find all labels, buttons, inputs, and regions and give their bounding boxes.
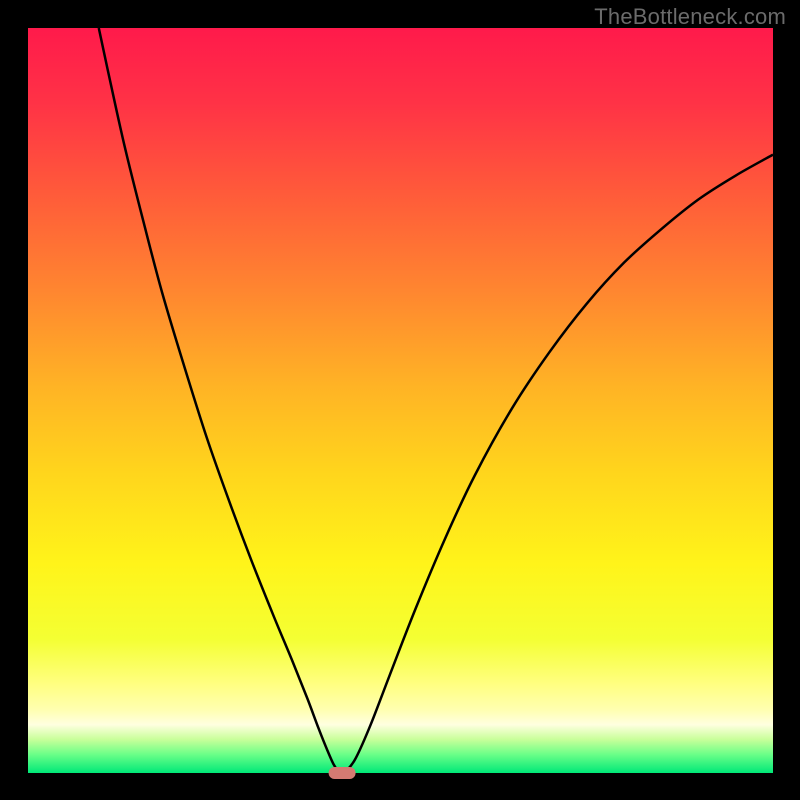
chart-root: TheBottleneck.com: [0, 0, 800, 800]
bottleneck-curve: [99, 28, 773, 773]
plot-area: [28, 28, 773, 773]
watermark-text: TheBottleneck.com: [594, 4, 786, 30]
minimum-marker: [329, 767, 356, 779]
curve-layer: [28, 28, 773, 773]
